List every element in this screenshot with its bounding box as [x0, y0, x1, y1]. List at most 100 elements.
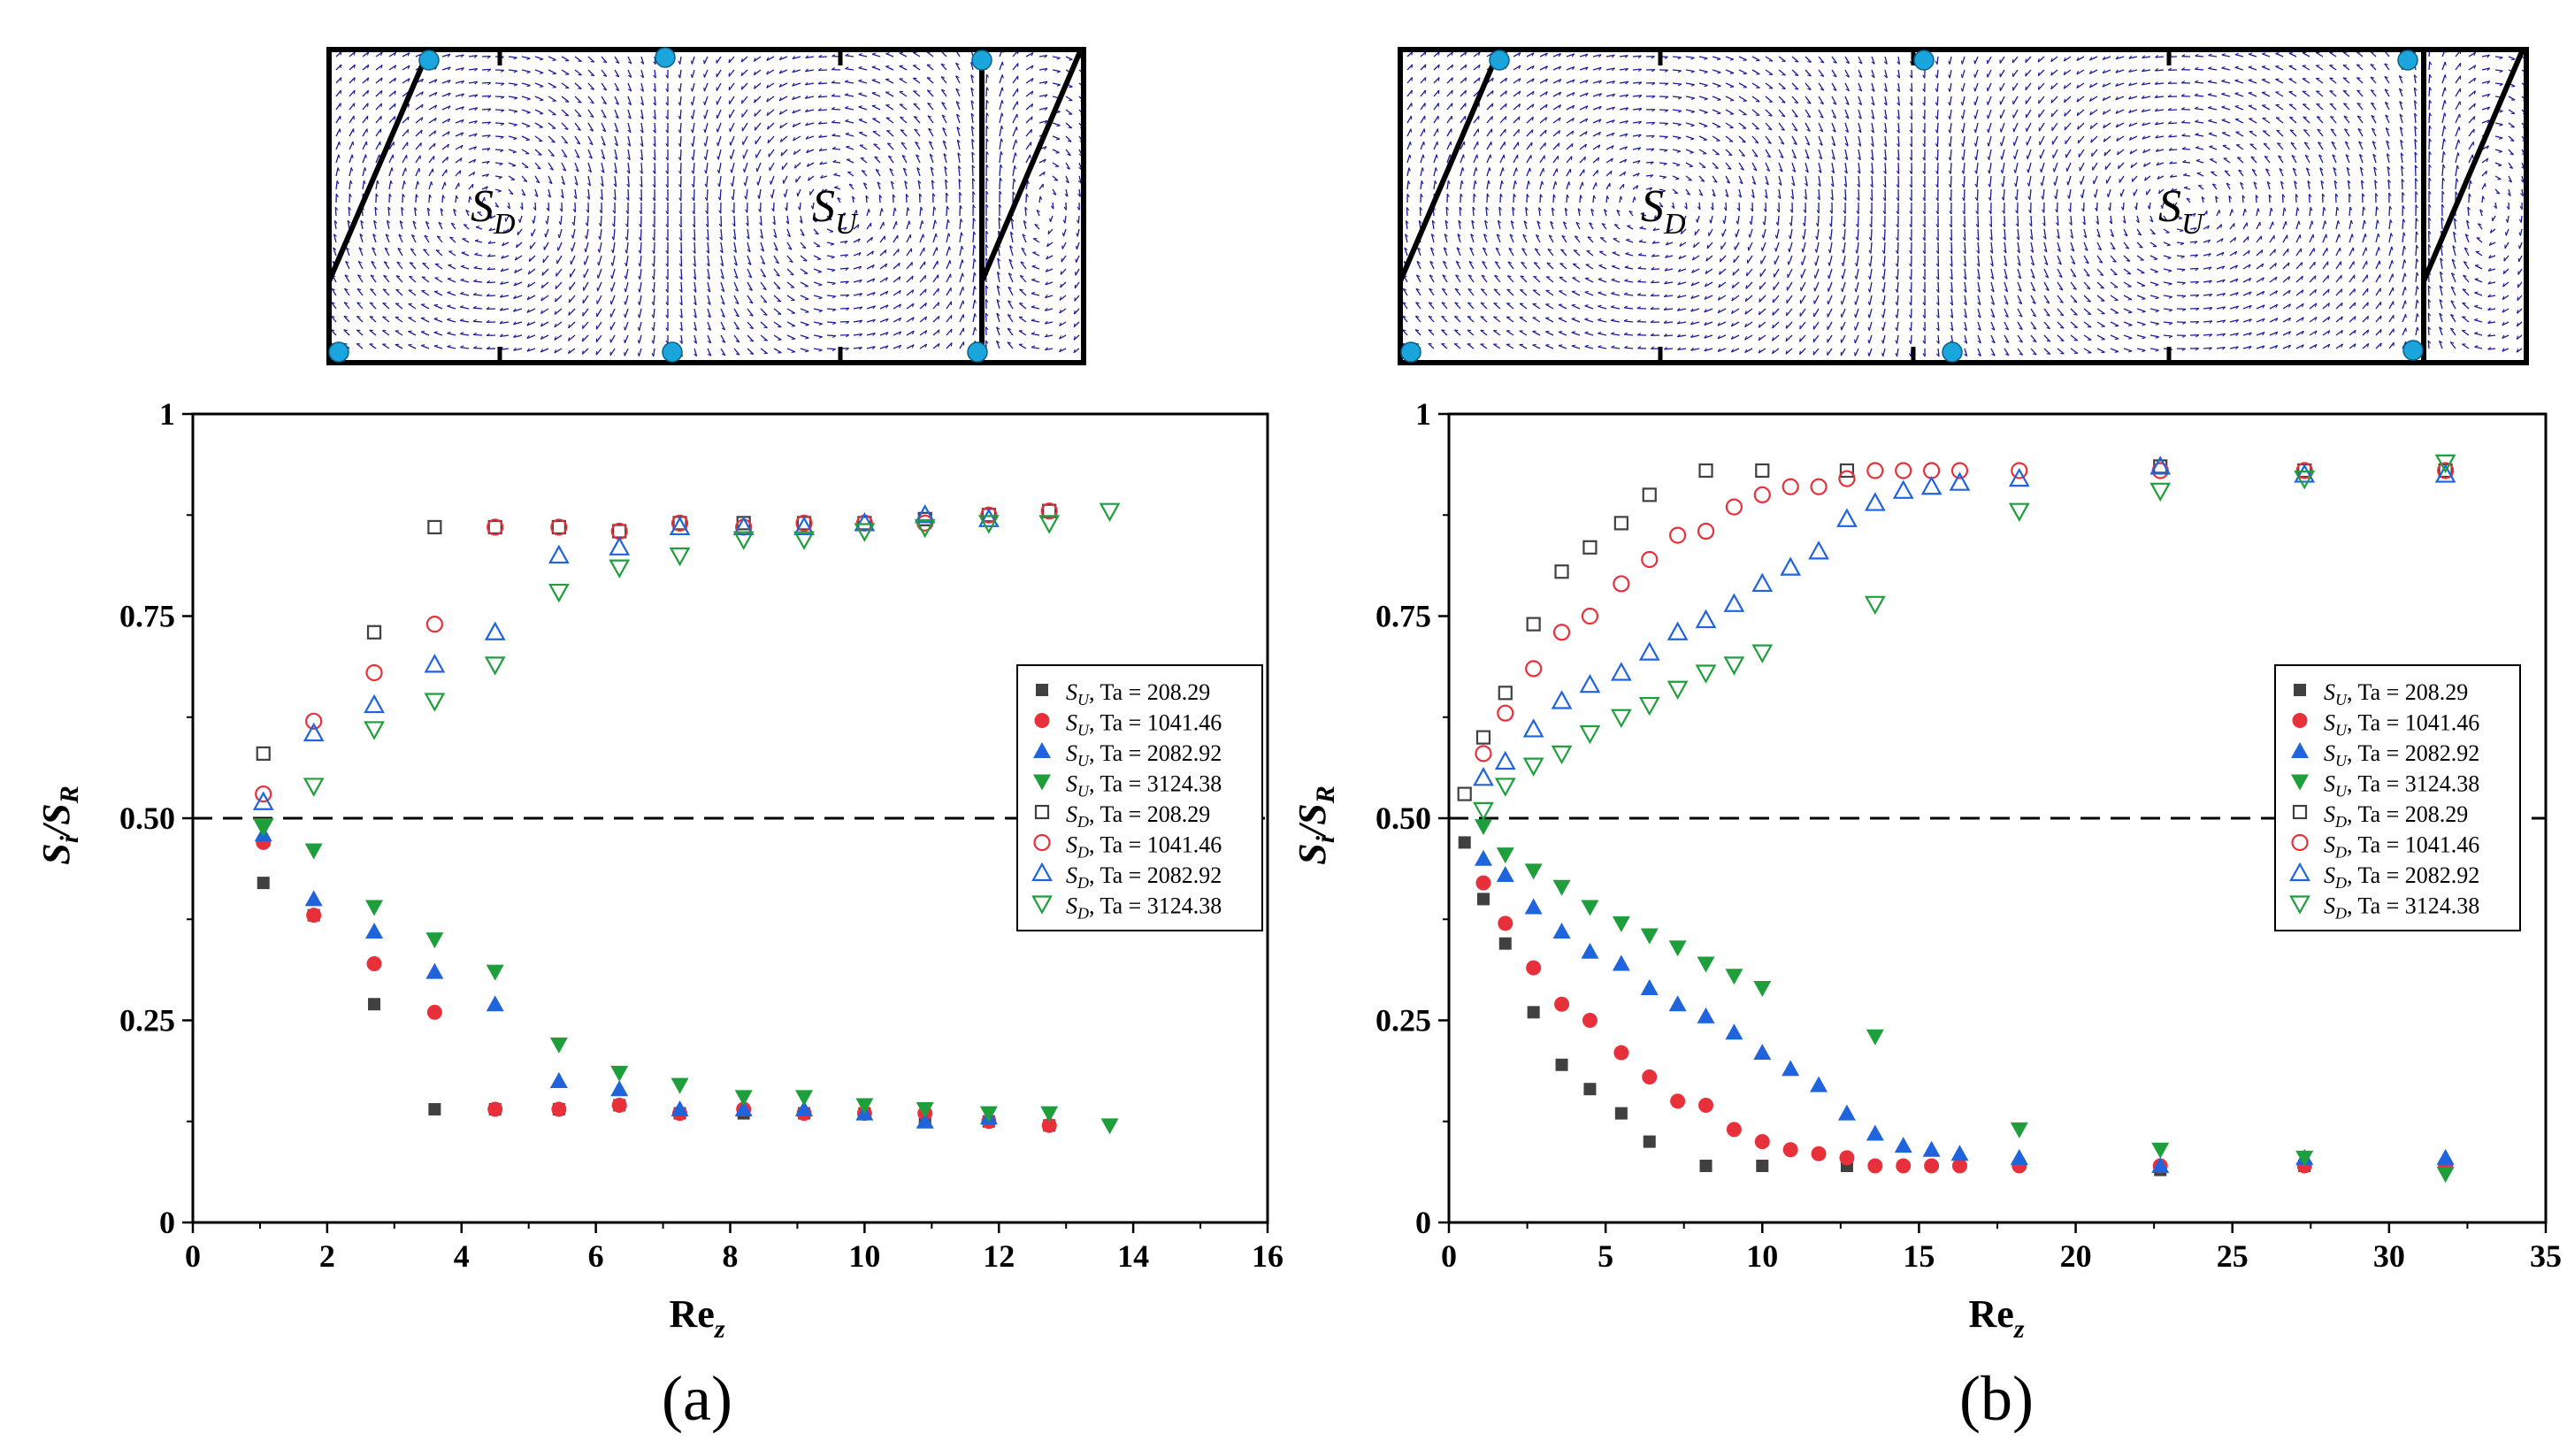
velocity-vector-head [383, 274, 387, 278]
velocity-vector [1009, 232, 1014, 243]
velocity-vector-head [759, 222, 762, 226]
velocity-vector-head [801, 246, 807, 249]
velocity-vector [627, 69, 632, 78]
velocity-vector [1897, 82, 1901, 92]
velocity-vector [1723, 215, 1727, 225]
velocity-vector-head [2255, 195, 2259, 199]
velocity-vector [2115, 96, 2125, 101]
velocity-vector-head [858, 52, 862, 56]
velocity-vector-head [2487, 67, 2491, 72]
velocity-vector [2413, 100, 2417, 111]
velocity-vector-head [1871, 61, 1875, 65]
velocity-vector-head [859, 319, 863, 324]
velocity-vector [1019, 288, 1027, 296]
velocity-vector-head [1445, 206, 1450, 211]
velocity-vector [839, 212, 847, 217]
velocity-vector-head [487, 95, 492, 99]
velocity-vector-head [1909, 88, 1913, 93]
velocity-vector [521, 96, 531, 100]
velocity-vector-head [1056, 111, 1061, 114]
velocity-vector [2398, 75, 2403, 84]
velocity-vector [1751, 149, 1759, 157]
velocity-vector [540, 334, 549, 340]
velocity-vector [1778, 56, 1786, 62]
velocity-vector-head [448, 80, 451, 84]
velocity-vector-head [678, 197, 682, 202]
velocity-vector-head [1640, 212, 1645, 214]
velocity-vector-head [931, 180, 935, 184]
velocity-vector-head [421, 79, 424, 83]
velocity-vector-head [1606, 195, 1610, 200]
velocity-vector-head [1856, 211, 1859, 215]
velocity-vector [839, 267, 849, 270]
velocity-vector-head [1935, 197, 1939, 202]
velocity-vector-head [985, 112, 989, 117]
velocity-vector [805, 56, 815, 59]
velocity-vector-head [1408, 167, 1411, 172]
velocity-vector-head [1807, 88, 1812, 91]
velocity-vector [2468, 141, 2474, 150]
velocity-vector-head [776, 274, 780, 277]
velocity-vector [1605, 54, 1615, 57]
velocity-vector-head [779, 124, 782, 129]
velocity-vector-head [926, 77, 931, 79]
velocity-vector-head [2013, 169, 2016, 173]
velocity-vector [1059, 334, 1067, 340]
velocity-vector-head [1490, 154, 1492, 158]
velocity-vector [971, 139, 974, 150]
velocity-vector-head [728, 73, 731, 77]
velocity-vector-head [651, 340, 655, 344]
velocity-vector [940, 88, 947, 97]
velocity-vector-head [1031, 90, 1034, 96]
velocity-vector [786, 241, 793, 250]
velocity-vector-head [456, 195, 459, 200]
velocity-vector-head [2414, 100, 2418, 104]
velocity-vector [2256, 221, 2261, 230]
velocity-vector-head [448, 92, 451, 96]
velocity-vector [2063, 82, 2072, 89]
velocity-vector-head [679, 302, 683, 306]
velocity-vector-head [1909, 224, 1912, 228]
velocity-vector-head [948, 246, 951, 250]
velocity-vector [2189, 226, 2197, 230]
velocity-vector [1619, 67, 1628, 71]
velocity-vector-head [1986, 101, 1988, 105]
velocity-vector-head [824, 203, 826, 209]
velocity-vector [786, 334, 796, 340]
velocity-vector-head [1598, 119, 1602, 123]
velocity-vector [433, 332, 443, 336]
velocity-vector [972, 272, 976, 283]
velocity-vector [2096, 215, 2099, 225]
velocity-vector-head [767, 126, 770, 130]
velocity-vector [526, 295, 536, 301]
velocity-vector [2136, 215, 2140, 223]
velocity-vector-head [2096, 234, 2101, 238]
velocity-vector-head [2003, 236, 2006, 241]
velocity-vector [2316, 103, 2324, 111]
velocity-vector-head [962, 287, 965, 291]
velocity-vector [2041, 175, 2045, 187]
velocity-vector-head [2319, 167, 2324, 171]
velocity-vector [773, 281, 781, 289]
velocity-vector-head [862, 170, 866, 172]
velocity-vector [362, 64, 370, 71]
velocity-vector-head [1721, 233, 1723, 237]
velocity-vector [872, 130, 881, 137]
velocity-vector-head [691, 157, 694, 161]
velocity-vector-head [2387, 153, 2390, 157]
velocity-vector-head [2142, 135, 2146, 140]
velocity-vector [356, 342, 364, 349]
velocity-vector-head [1648, 198, 1651, 203]
velocity-vector-head [1529, 167, 1531, 172]
velocity-vector-head [1935, 224, 1939, 228]
velocity-vector-head [333, 220, 338, 224]
velocity-vector-head [587, 182, 591, 187]
velocity-vector-head [652, 157, 656, 161]
velocity-vector [2455, 165, 2458, 177]
velocity-vector [1830, 215, 1833, 227]
velocity-vector [766, 96, 775, 103]
velocity-vector-head [907, 207, 910, 211]
velocity-vector [561, 188, 564, 199]
velocity-vector [1659, 162, 1667, 165]
velocity-vector [2414, 139, 2417, 150]
